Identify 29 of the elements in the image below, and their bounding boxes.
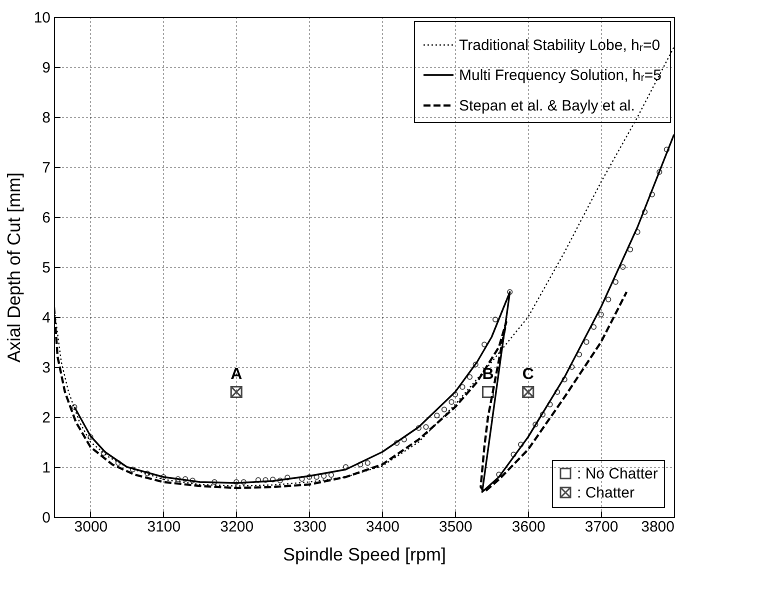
annotation: A: [230, 366, 243, 383]
annotation: C: [522, 366, 534, 383]
x-tick-label: 3100: [147, 518, 181, 536]
x-tick-label: 3700: [584, 518, 618, 536]
x-tick-label: 3300: [293, 518, 326, 536]
y-tick-label: 2: [42, 410, 50, 426]
x-tick-label: 3500: [438, 518, 472, 536]
x-tick-label: 3600: [512, 518, 546, 536]
y-tick-label: 1: [42, 460, 50, 476]
y-tick-label: 3: [42, 360, 50, 376]
y-tick-label: 10: [34, 10, 50, 26]
legend-label: Stepan et al. & Bayly et al.: [459, 98, 635, 114]
x-axis-title: Spindle Speed [rpm]: [282, 544, 446, 564]
y-tick-label: 7: [42, 160, 50, 176]
x-tick-label: 3400: [366, 518, 400, 536]
x-tick-label: 3000: [74, 518, 108, 536]
legend-label: : No Chatter: [577, 466, 658, 482]
legend-label: : Chatter: [577, 484, 635, 502]
y-tick-label: 0: [42, 510, 50, 526]
legend-label: Traditional Stability Lobe, hᵣ=0: [459, 37, 660, 54]
x-tick-label: 3800: [641, 518, 674, 536]
y-axis-title: Axial Depth of Cut [mm]: [4, 172, 24, 363]
y-tick-label: 4: [42, 310, 50, 326]
y-tick-label: 6: [42, 210, 50, 226]
y-tick-label: 8: [42, 110, 50, 126]
y-tick-label: 9: [42, 60, 50, 76]
x-tick-label: 3200: [220, 518, 254, 536]
legend-label: Multi Frequency Solution, hᵣ=5: [459, 67, 662, 84]
y-tick-label: 5: [42, 260, 50, 276]
